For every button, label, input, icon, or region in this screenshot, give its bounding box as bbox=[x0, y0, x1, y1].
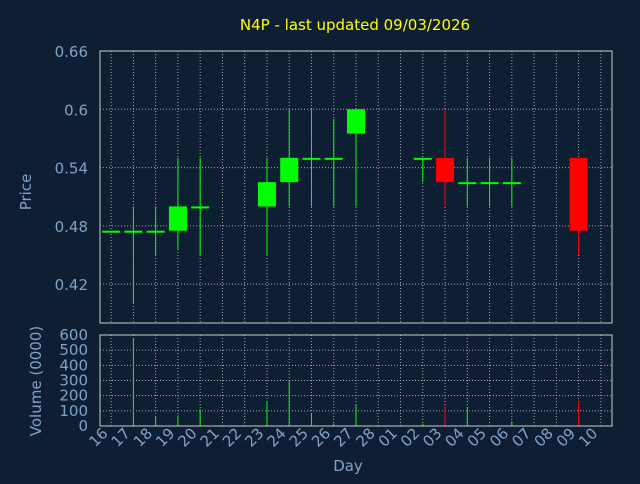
price-tick-label: 0.54 bbox=[55, 160, 88, 178]
candle-body bbox=[458, 182, 477, 185]
candle-body bbox=[502, 182, 521, 185]
price-panel: 0.42 0.48 0.54 0.6 0.66 bbox=[55, 43, 613, 324]
candle-body bbox=[124, 230, 143, 233]
x-tick-labels: 1617181920212223242526272801020304050607… bbox=[85, 424, 601, 450]
price-tick-label: 0.42 bbox=[55, 276, 88, 294]
x-axis-label: Day bbox=[333, 457, 363, 475]
chart-title: N4P - last updated 09/03/2026 bbox=[240, 16, 470, 34]
volume-tick-label: 0 bbox=[78, 417, 88, 435]
candle-body bbox=[302, 157, 321, 160]
candle-body bbox=[102, 230, 121, 233]
volume-tick-label: 100 bbox=[59, 402, 88, 420]
volume-frame bbox=[99, 334, 613, 427]
volume-axis-label: Volume (0000) bbox=[27, 326, 45, 436]
candle-body bbox=[191, 206, 210, 209]
candle-body bbox=[347, 109, 365, 134]
candle-body bbox=[168, 206, 187, 231]
volume-tick-label: 600 bbox=[59, 326, 88, 344]
price-frame bbox=[99, 50, 613, 324]
x-tick-label: 10 bbox=[575, 424, 601, 450]
candle-body bbox=[257, 182, 276, 207]
candle-body bbox=[480, 182, 499, 185]
volume-tick-label: 400 bbox=[59, 356, 88, 374]
candle-body bbox=[146, 230, 165, 233]
volume-tick-label: 300 bbox=[59, 372, 88, 390]
price-tick-label: 0.6 bbox=[64, 101, 88, 119]
candle-body bbox=[324, 157, 343, 160]
candle-body bbox=[413, 157, 432, 160]
candle-body bbox=[280, 157, 299, 183]
candle-body bbox=[569, 157, 588, 231]
volume-tick-label: 200 bbox=[59, 387, 88, 405]
price-tick-label: 0.66 bbox=[55, 43, 88, 61]
volume-tick-label: 500 bbox=[59, 341, 88, 359]
candle-body bbox=[436, 157, 455, 183]
price-tick-label: 0.48 bbox=[55, 218, 88, 236]
price-axis-label: Price bbox=[17, 174, 35, 211]
